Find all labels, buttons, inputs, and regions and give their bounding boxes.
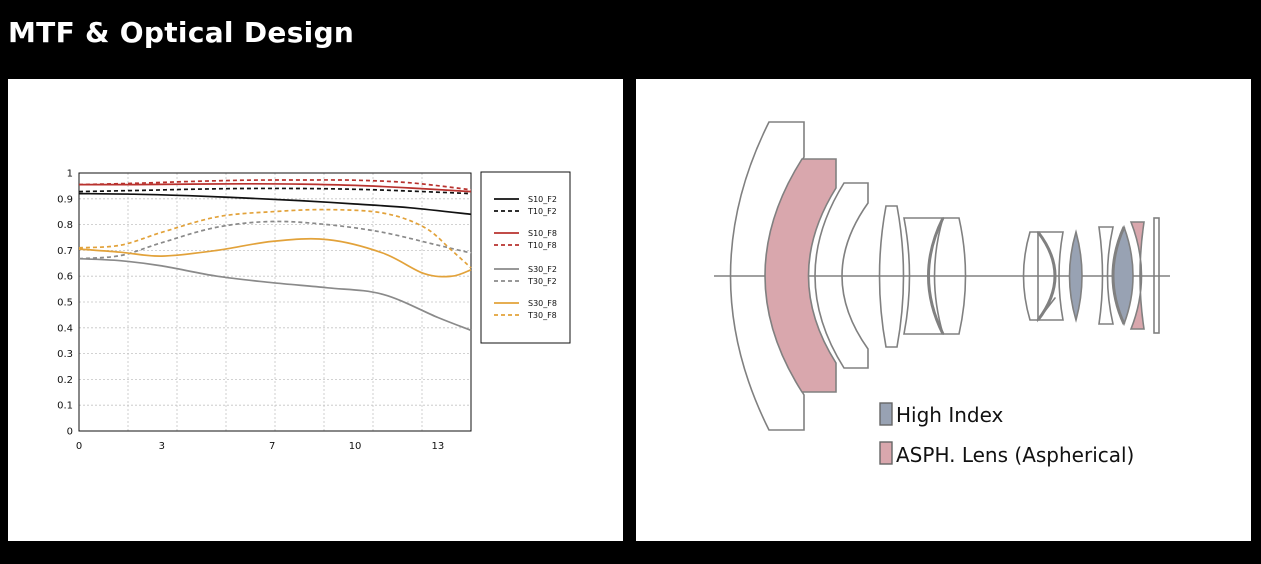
series-line-t30-f8 — [78, 208, 472, 269]
x-tick-label: 10 — [349, 441, 362, 452]
chart-legend: S10_F2 T10_F2 S10_F8 T10_F8 S30_F2 T30_F2 S30_… — [480, 171, 571, 344]
y-tick-label: 0.7 — [57, 246, 73, 257]
asph-lens-element-9 — [1129, 221, 1145, 330]
lens-element-6-interface — [1036, 231, 1057, 321]
y-tick-label: 0.1 — [57, 401, 73, 412]
chart-grid — [78, 172, 472, 432]
y-tick-label: 0.5 — [57, 298, 73, 309]
lens-element-5-interface — [927, 217, 945, 335]
legend-label: T30_F8 — [527, 311, 557, 320]
x-tick-label: 13 — [432, 441, 445, 452]
page-title: MTF & Optical Design — [8, 16, 355, 49]
lens-element-8-interface — [1111, 226, 1126, 325]
series-line-s30-f8 — [78, 237, 472, 278]
optical-legend: High Index ASPH. Lens (Aspherical) — [879, 402, 1134, 467]
y-tick-label: 1 — [67, 169, 73, 180]
y-tick-label: 0.6 — [57, 272, 73, 283]
high-index-lens-element-8b — [1112, 224, 1134, 327]
y-tick-label: 0.4 — [57, 323, 73, 334]
legend-label: T10_F2 — [527, 207, 557, 216]
asph-swatch — [879, 441, 893, 465]
asph-lens-element-2 — [764, 158, 837, 393]
x-tick-label: 7 — [269, 441, 275, 452]
optical-design-panel: High Index ASPH. Lens (Aspherical) — [636, 79, 1251, 541]
cover-glass — [1153, 217, 1160, 334]
legend-label: S10_F8 — [528, 229, 557, 238]
series-line-s10-f2 — [78, 192, 472, 216]
y-tick-label: 0.3 — [57, 349, 73, 360]
mtf-chart-panel: 0 0.1 0.2 0.3 0.4 0.5 0.6 0.7 0.8 0.9 1 0 3 7 10 13 S10… — [8, 79, 623, 541]
lens-element-8a — [1098, 226, 1115, 325]
chart-ticks: 00.10.20.30.40.50.60.70.80.910 3 7 10 13 — [57, 169, 444, 453]
series-line-s30-f2 — [78, 257, 472, 332]
series-line-t10-f2 — [78, 187, 472, 195]
y-tick-label: 0 — [67, 427, 73, 438]
x-tick-label: 0 — [76, 441, 82, 452]
legend-label: S30_F8 — [528, 299, 557, 308]
y-tick-label: 0.9 — [57, 194, 73, 205]
chart-lines — [78, 179, 472, 332]
legend-asph-label: ASPH. Lens (Aspherical) — [896, 443, 1134, 467]
high-index-lens-element-7 — [1068, 229, 1083, 323]
lens-element-6b — [1036, 231, 1064, 323]
legend-label: T10_F8 — [527, 241, 557, 250]
y-tick-label: 0.2 — [57, 375, 73, 386]
series-line-t10-f8 — [78, 179, 472, 191]
series-line-s10-f8 — [78, 182, 472, 193]
lens-element-3 — [814, 182, 869, 369]
x-tick-label: 3 — [159, 441, 165, 452]
plot-frame — [78, 172, 472, 432]
series-line-t30-f2 — [78, 220, 472, 260]
legend-label: T30_F2 — [527, 277, 557, 286]
y-tick-label: 0.8 — [57, 220, 73, 231]
legend-high-index-label: High Index — [896, 403, 1004, 427]
lens-element-4 — [878, 205, 905, 348]
mtf-chart: 00.10.20.30.40.50.60.70.80.910 3 7 10 13 S10… — [57, 169, 571, 453]
optical-design-diagram: High Index ASPH. Lens (Aspherical) — [714, 121, 1170, 467]
high-index-swatch — [879, 402, 893, 426]
legend-label: S10_F2 — [528, 195, 557, 204]
legend-label: S30_F2 — [528, 265, 557, 274]
